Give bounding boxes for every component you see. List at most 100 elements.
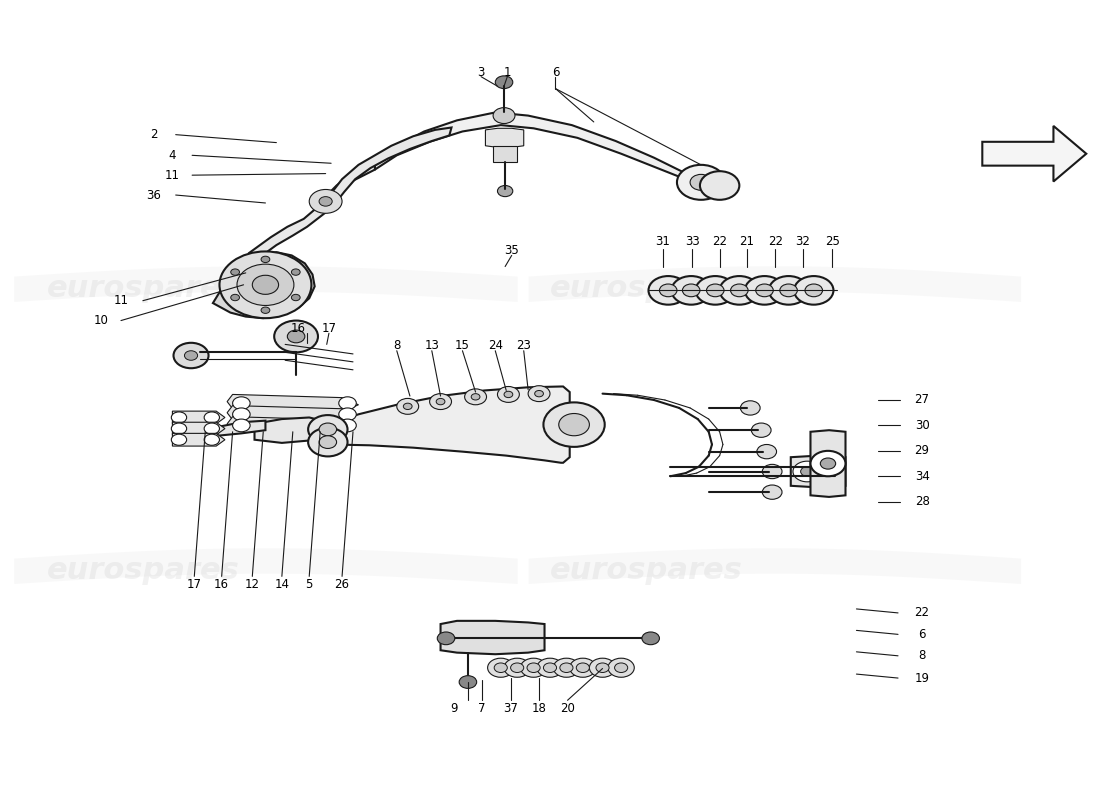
- Circle shape: [528, 386, 550, 402]
- Circle shape: [811, 451, 846, 476]
- Circle shape: [695, 276, 735, 305]
- Polygon shape: [173, 411, 224, 424]
- Circle shape: [719, 276, 759, 305]
- Circle shape: [430, 394, 451, 410]
- Circle shape: [494, 663, 507, 673]
- Circle shape: [700, 171, 739, 200]
- Circle shape: [339, 397, 356, 410]
- Circle shape: [762, 464, 782, 478]
- Text: 24: 24: [487, 339, 503, 353]
- Circle shape: [757, 445, 777, 458]
- Circle shape: [596, 663, 609, 673]
- Text: 16: 16: [214, 578, 229, 591]
- Circle shape: [274, 321, 318, 352]
- Polygon shape: [213, 252, 315, 318]
- Text: 37: 37: [503, 702, 518, 714]
- Circle shape: [559, 414, 590, 436]
- Circle shape: [172, 423, 187, 434]
- Circle shape: [535, 390, 543, 397]
- Polygon shape: [811, 430, 846, 497]
- Circle shape: [659, 284, 676, 297]
- Circle shape: [309, 190, 342, 214]
- Circle shape: [308, 428, 348, 457]
- Circle shape: [339, 419, 356, 432]
- Circle shape: [706, 284, 724, 297]
- Text: 16: 16: [290, 322, 306, 335]
- Circle shape: [292, 294, 300, 301]
- Text: 28: 28: [915, 495, 930, 508]
- Circle shape: [404, 403, 412, 410]
- Circle shape: [690, 174, 712, 190]
- Polygon shape: [322, 162, 375, 203]
- Text: eurospares: eurospares: [550, 274, 742, 303]
- Text: 12: 12: [245, 578, 260, 591]
- Circle shape: [319, 423, 337, 436]
- Circle shape: [261, 307, 270, 314]
- Circle shape: [560, 663, 573, 673]
- Text: 35: 35: [504, 244, 519, 257]
- Text: 11: 11: [165, 169, 180, 182]
- Circle shape: [576, 663, 590, 673]
- Circle shape: [252, 275, 278, 294]
- Circle shape: [762, 485, 782, 499]
- Text: 6: 6: [918, 628, 926, 641]
- Polygon shape: [173, 434, 224, 446]
- Circle shape: [527, 663, 540, 673]
- Circle shape: [459, 676, 476, 688]
- Text: 6: 6: [552, 66, 559, 79]
- Polygon shape: [227, 417, 359, 434]
- Circle shape: [821, 458, 836, 469]
- Polygon shape: [791, 456, 846, 487]
- Circle shape: [504, 391, 513, 398]
- Circle shape: [319, 197, 332, 206]
- Circle shape: [649, 276, 688, 305]
- Circle shape: [339, 408, 356, 421]
- Circle shape: [292, 269, 300, 275]
- Text: 13: 13: [425, 339, 439, 353]
- Circle shape: [543, 663, 557, 673]
- Polygon shape: [227, 406, 359, 423]
- Polygon shape: [982, 126, 1087, 182]
- Text: 11: 11: [113, 294, 129, 307]
- Circle shape: [497, 186, 513, 197]
- Circle shape: [495, 76, 513, 89]
- Circle shape: [805, 284, 823, 297]
- Circle shape: [793, 461, 822, 482]
- Polygon shape: [230, 127, 451, 293]
- Circle shape: [205, 434, 220, 446]
- Text: 14: 14: [274, 578, 289, 591]
- Circle shape: [487, 658, 514, 678]
- Circle shape: [497, 386, 519, 402]
- Circle shape: [682, 284, 700, 297]
- Circle shape: [185, 350, 198, 360]
- Circle shape: [590, 658, 616, 678]
- Circle shape: [172, 412, 187, 423]
- Circle shape: [537, 658, 563, 678]
- Polygon shape: [173, 422, 224, 435]
- Text: 32: 32: [795, 234, 811, 248]
- Circle shape: [471, 394, 480, 400]
- Circle shape: [232, 397, 250, 410]
- Circle shape: [319, 436, 337, 449]
- Polygon shape: [254, 418, 331, 443]
- Text: 4: 4: [168, 149, 176, 162]
- Text: 18: 18: [531, 702, 547, 714]
- Text: 30: 30: [915, 419, 930, 432]
- Circle shape: [745, 276, 784, 305]
- Text: eurospares: eurospares: [46, 556, 240, 586]
- Polygon shape: [227, 394, 359, 412]
- Text: 2: 2: [150, 128, 157, 141]
- Text: 10: 10: [94, 314, 109, 327]
- Circle shape: [740, 401, 760, 415]
- Text: 17: 17: [321, 322, 337, 335]
- Text: 7: 7: [478, 702, 486, 714]
- Circle shape: [464, 389, 486, 405]
- Circle shape: [794, 276, 834, 305]
- Circle shape: [730, 284, 748, 297]
- Circle shape: [308, 415, 348, 444]
- Circle shape: [205, 423, 220, 434]
- Text: 36: 36: [146, 189, 162, 202]
- Circle shape: [676, 165, 725, 200]
- Text: 27: 27: [914, 394, 929, 406]
- Circle shape: [520, 658, 547, 678]
